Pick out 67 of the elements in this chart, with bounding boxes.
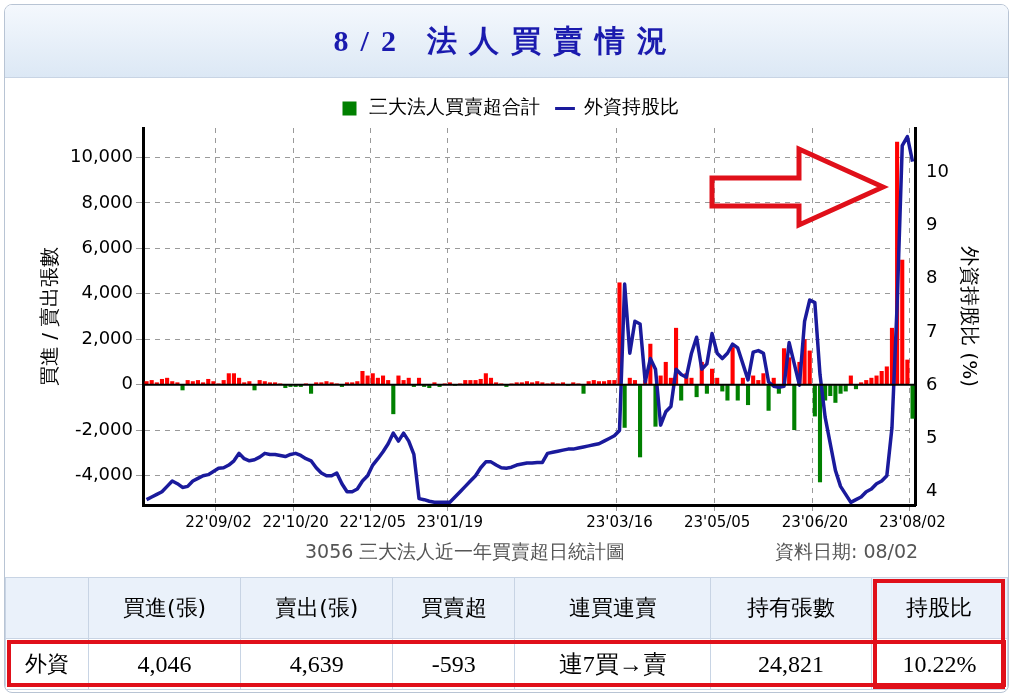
- bar: [391, 385, 396, 415]
- text: 資料日期: 08/02: [775, 539, 919, 564]
- bar: [622, 385, 627, 428]
- y-tick-label: 6,000: [81, 236, 133, 258]
- y-tick-label: 2,000: [81, 326, 133, 348]
- bar: [709, 368, 715, 385]
- bar: [848, 375, 853, 385]
- category-label: 賣出(張): [240, 577, 393, 639]
- y2-tick-label: 4: [926, 479, 938, 501]
- category-label: 持股比: [871, 577, 1008, 639]
- y2-tick-label: 10: [926, 159, 949, 181]
- bar: [817, 385, 823, 483]
- legend-label: 三大法人買賣超合計: [368, 95, 540, 118]
- category-label: 買進(張): [88, 577, 241, 639]
- bar: [766, 385, 771, 411]
- category-label: 持有張數: [710, 577, 872, 639]
- bar: [745, 385, 751, 406]
- y-tick-label: -2,000: [74, 417, 133, 439]
- bar: [159, 378, 165, 385]
- bar: [910, 385, 915, 419]
- x-tick-label: 23'05/05: [683, 512, 751, 531]
- category-label: 買賣超: [392, 577, 515, 639]
- y-tick-label: 0: [121, 372, 133, 394]
- category-label: 連買連賣: [514, 577, 711, 639]
- bar: [380, 375, 386, 385]
- bar: [638, 385, 643, 458]
- bar: [416, 377, 422, 385]
- bar: [792, 385, 797, 431]
- y2-tick-label: 9: [926, 213, 938, 235]
- legend-label: 外資持股比: [584, 95, 679, 118]
- y-tick-label: -4,000: [74, 463, 133, 485]
- bar: [730, 347, 735, 385]
- text: 連7買→賣: [558, 651, 667, 677]
- category-label: 外資: [25, 651, 69, 676]
- text: 4,046: [137, 650, 192, 677]
- y-tick-label: 10,000: [70, 145, 133, 167]
- bar: [195, 380, 201, 385]
- bar: [679, 385, 684, 401]
- text: 24,821: [758, 650, 825, 677]
- text: 3056 三大法人近一年買賣超日統計圖: [305, 539, 626, 564]
- y2-tick-label: 8: [926, 266, 938, 288]
- y-axis-title: 買進 / 賣出張數: [37, 246, 62, 387]
- bar: [488, 377, 494, 385]
- bar: [751, 375, 756, 385]
- bar: [524, 381, 530, 385]
- x-tick-label: 23'08/02: [879, 512, 946, 531]
- x-tick-label: 22'10/20: [262, 512, 329, 531]
- y2-axis-title: 外資持股比 (%): [957, 246, 982, 387]
- y-tick-label: 8,000: [81, 190, 133, 212]
- text: 10.22%: [902, 650, 977, 677]
- y-tick-label: 4,000: [81, 281, 133, 303]
- chart-title: 8/2 法人買賣情況: [5, 5, 1008, 78]
- x-tick-label: 22'12/05: [339, 512, 406, 531]
- x-tick-label: 23'03/16: [586, 512, 653, 531]
- y2-tick-label: 6: [926, 372, 938, 394]
- y2-tick-label: 7: [926, 319, 938, 341]
- x-tick-label: 23'01/19: [416, 512, 484, 531]
- x-tick-label: 23'06/20: [781, 512, 849, 531]
- y2-tick-label: 5: [926, 426, 938, 448]
- bar: [632, 380, 637, 385]
- x-tick-label: 22'09/02: [185, 512, 252, 531]
- bar: [694, 385, 699, 398]
- text: 4,639: [289, 650, 344, 677]
- bar: [740, 377, 745, 385]
- bar: [406, 377, 411, 385]
- text: -593: [431, 650, 476, 677]
- bar: [735, 385, 740, 401]
